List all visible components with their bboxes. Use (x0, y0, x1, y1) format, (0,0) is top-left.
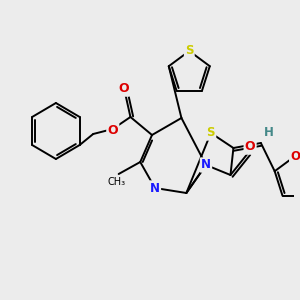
Text: O: O (245, 140, 255, 154)
Text: CH₃: CH₃ (108, 177, 126, 187)
Text: S: S (207, 127, 215, 140)
Text: O: O (290, 149, 300, 163)
Text: H: H (264, 127, 274, 140)
Text: S: S (185, 44, 194, 58)
Text: N: N (150, 182, 160, 194)
Text: O: O (107, 124, 118, 136)
Text: N: N (201, 158, 211, 172)
Text: O: O (118, 82, 129, 95)
